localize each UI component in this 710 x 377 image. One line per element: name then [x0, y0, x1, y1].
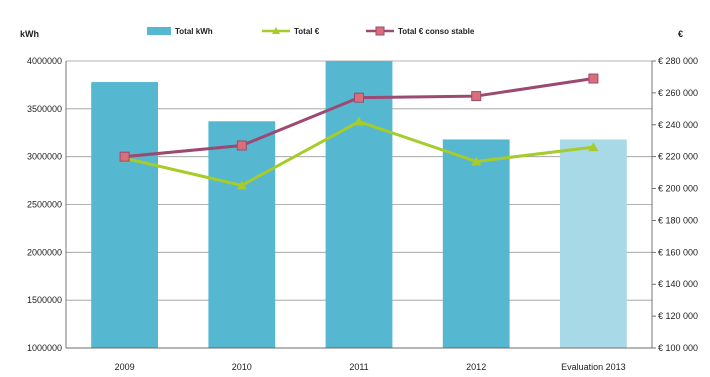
legend-item-total-eur: Total €: [262, 27, 320, 36]
right-tick-label: € 160 000: [658, 247, 698, 257]
bar-total-kwh-2009: [91, 82, 159, 349]
left-tick-label: 1000000: [27, 343, 62, 353]
right-tick-label: € 280 000: [658, 56, 698, 66]
marker-total-eur-conso-stable-2010: [236, 140, 247, 151]
x-tick-label: 2009: [115, 362, 135, 372]
marker-total-eur-2011: [354, 116, 364, 126]
right-tick-label: € 180 000: [658, 215, 698, 225]
legend-item-total-kwh: Total kWh: [147, 27, 213, 36]
legend-swatch-total-kwh: [147, 27, 171, 35]
right-tick-label: € 220 000: [658, 152, 698, 162]
x-tick-label: 2011: [349, 362, 368, 372]
right-tick-label: € 200 000: [658, 184, 698, 194]
left-axis-unit: kWh: [20, 29, 39, 39]
left-tick-label: 1500000: [27, 295, 62, 305]
bar-total-kwh-2011: [325, 61, 393, 348]
left-tick-label: 2500000: [27, 200, 62, 210]
bar-total-kwh-2012: [442, 139, 510, 348]
right-tick-label: € 100 000: [658, 343, 698, 353]
left-tick-label: 4000000: [27, 56, 62, 66]
left-tick-label: 2000000: [27, 247, 62, 257]
marker-total-eur-conso-stable-2009: [119, 151, 130, 162]
x-tick-label: 2012: [466, 362, 486, 372]
marker-total-eur-conso-stable-2011: [354, 92, 364, 103]
marker-total-eur-2012: [471, 156, 482, 166]
legend-item-total-eur-conso-stable: Total € conso stable: [366, 26, 475, 36]
bar-total-kwh-2010: [208, 121, 276, 349]
left-tick-label: 3500000: [27, 104, 62, 114]
bar-series: [91, 61, 627, 349]
right-tick-label: € 240 000: [658, 120, 698, 130]
left-tick-label: 3000000: [27, 152, 62, 162]
right-axis-unit: €: [678, 29, 683, 39]
legend: Total kWh Total € Total € conso stable: [147, 26, 475, 36]
marker-total-eur-evaluation-2013: [588, 142, 599, 152]
legend-marker-total-eur-conso-stable: [375, 26, 385, 36]
line-series: [119, 73, 599, 190]
x-tick-label: Evaluation 2013: [561, 362, 626, 372]
bar-total-kwh-evaluation-2013: [559, 139, 627, 348]
marker-total-eur-conso-stable-evaluation-2013: [588, 73, 599, 84]
marker-total-eur-2010: [236, 180, 247, 190]
legend-label-total-kwh: Total kWh: [175, 27, 213, 36]
axes: 1000000 1500000 2000000 2500000 3000000 35000…: [27, 56, 698, 372]
right-tick-label: € 260 000: [658, 88, 698, 98]
legend-label-total-eur-conso-stable: Total € conso stable: [398, 27, 475, 36]
right-tick-label: € 120 000: [658, 311, 698, 321]
legend-marker-total-eur: [272, 27, 280, 34]
marker-total-eur-conso-stable-2012: [471, 91, 482, 102]
legend-label-total-eur: Total €: [294, 27, 320, 36]
right-tick-label: € 140 000: [658, 279, 698, 289]
x-tick-label: 2010: [232, 362, 252, 372]
